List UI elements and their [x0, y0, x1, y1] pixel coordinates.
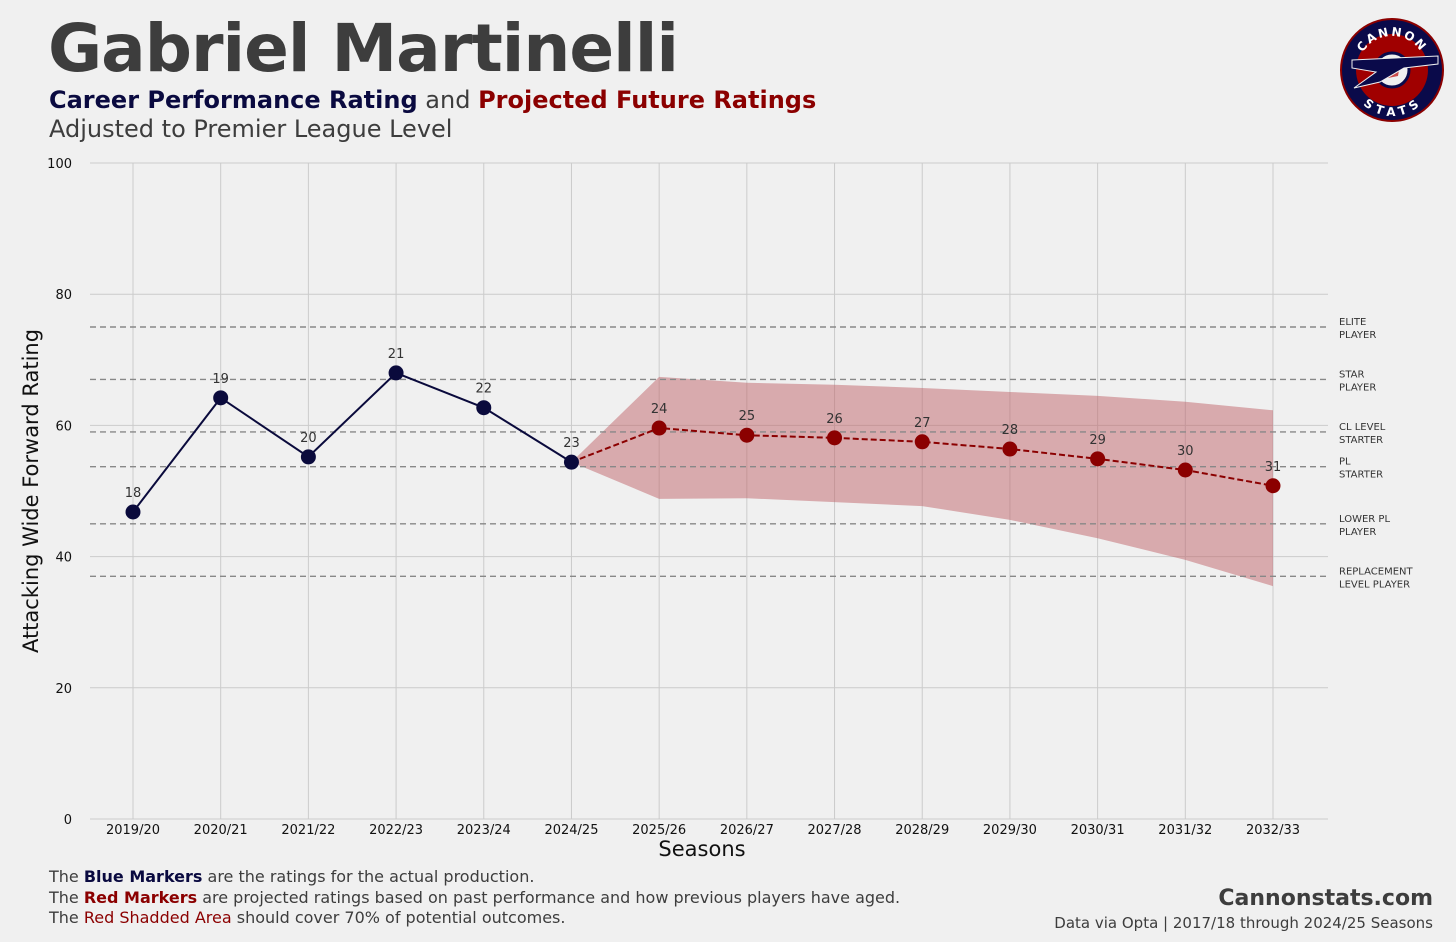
y-tick-label: 0: [64, 813, 72, 828]
reference-label: PLAYER: [1339, 527, 1376, 538]
reference-label: REPLACEMENT: [1339, 566, 1413, 577]
projected-marker: [651, 420, 667, 436]
actual-age-label: 23: [563, 436, 580, 451]
projected-age-label: 28: [1002, 423, 1019, 438]
actual-age-label: 18: [125, 486, 142, 501]
x-tick-label: 2023/24: [457, 823, 511, 838]
x-tick-label: 2022/23: [369, 823, 423, 838]
page-title: Gabriel Martinelli: [48, 10, 679, 87]
cannonstats-logo: CANNON STATS: [1340, 18, 1444, 122]
projected-marker: [1177, 462, 1193, 478]
y-tick-label: 100: [47, 157, 72, 172]
projected-marker: [1265, 478, 1281, 494]
projected-marker: [1002, 441, 1018, 457]
data-source: Data via Opta | 2017/18 through 2024/25 …: [1054, 914, 1433, 932]
projected-age-label: 26: [826, 412, 843, 427]
x-axis-label: Seasons: [658, 837, 745, 861]
subtitle-and: and: [417, 86, 479, 114]
x-tick-label: 2024/25: [544, 823, 598, 838]
x-tick-label: 2032/33: [1246, 823, 1300, 838]
projected-age-label: 24: [651, 402, 668, 417]
actual-marker: [213, 390, 229, 406]
x-tick-label: 2028/29: [895, 823, 949, 838]
actual-line: [132, 371, 572, 513]
projected-age-label: 31: [1265, 460, 1282, 475]
actual-marker: [125, 504, 141, 520]
note-red: The Red Markers are projected ratings ba…: [49, 887, 901, 907]
y-tick-label: 80: [55, 288, 72, 303]
projected-age-label: 25: [739, 409, 756, 424]
note-band: The Red Shadded Area should cover 70% of…: [49, 908, 566, 927]
reference-label: STARTER: [1339, 435, 1383, 446]
reference-label: STARTER: [1339, 470, 1383, 481]
actual-marker: [563, 454, 579, 470]
brand: Cannonstats.com: [1218, 886, 1433, 911]
y-axis-label: Attacking Wide Forward Rating: [19, 329, 43, 653]
reference-label: PLAYER: [1339, 382, 1376, 393]
y-tick-label: 20: [55, 682, 72, 697]
reference-label: LEVEL PLAYER: [1339, 579, 1410, 590]
x-tick-label: 2021/22: [281, 823, 335, 838]
x-tick-label: 2026/27: [720, 823, 774, 838]
projected-age-label: 29: [1089, 433, 1106, 448]
subtitle: Career Performance Rating and Projected …: [49, 84, 816, 116]
subtitle-level: Adjusted to Premier League Level: [49, 115, 453, 143]
projected-marker: [1090, 451, 1106, 467]
actual-marker: [300, 449, 316, 465]
actual-age-label: 19: [212, 372, 229, 387]
actual-age-label: 22: [475, 382, 492, 397]
x-tick-label: 2020/21: [194, 823, 248, 838]
y-tick-label: 40: [55, 551, 72, 566]
x-tick-label: 2025/26: [632, 823, 686, 838]
subtitle-actual: Career Performance Rating: [49, 86, 418, 114]
reference-label: ELITE: [1339, 317, 1366, 328]
x-tick-label: 2031/32: [1158, 823, 1212, 838]
footer-notes: The Blue Markers are the ratings for the…: [49, 867, 900, 929]
reference-label: PLAYER: [1339, 330, 1376, 341]
x-tick-label: 2030/31: [1071, 823, 1125, 838]
x-tick-label: 2027/28: [808, 823, 862, 838]
x-tick-label: 2019/20: [106, 823, 160, 838]
actual-marker: [388, 365, 404, 381]
projected-age-label: 27: [914, 416, 931, 431]
reference-label: PL: [1339, 457, 1351, 468]
x-tick-label: 2029/30: [983, 823, 1037, 838]
actual-age-label: 20: [300, 431, 317, 446]
y-tick-label: 60: [55, 419, 72, 434]
subtitle-projected: Projected Future Ratings: [478, 86, 817, 114]
reference-label: LOWER PL: [1339, 514, 1390, 525]
actual-age-label: 21: [388, 347, 405, 362]
reference-label: STAR: [1339, 369, 1365, 380]
projected-marker: [827, 430, 843, 446]
reference-label: CL LEVEL: [1339, 422, 1386, 433]
projected-marker: [914, 434, 930, 450]
projected-marker: [739, 427, 755, 443]
projected-age-label: 30: [1177, 444, 1194, 459]
actual-marker: [476, 400, 492, 416]
note-blue: The Blue Markers are the ratings for the…: [49, 867, 535, 886]
